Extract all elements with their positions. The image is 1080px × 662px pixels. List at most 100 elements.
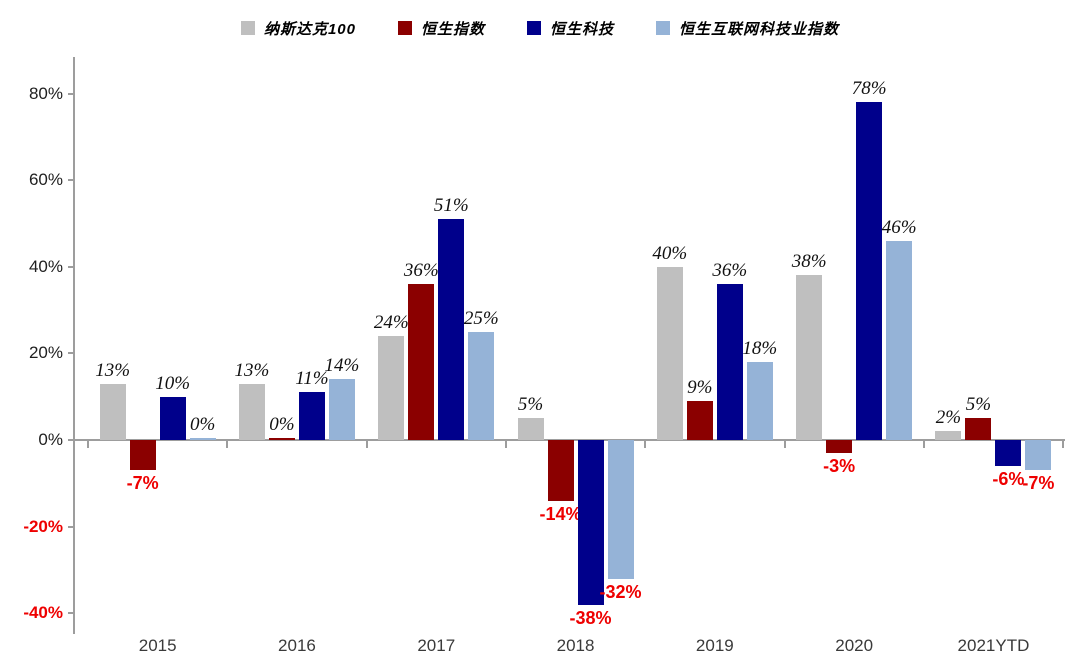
x-category-label: 2018: [556, 636, 595, 655]
bar: [99, 383, 126, 440]
legend-label: 恒生互联网科技业指数: [679, 20, 840, 38]
bar-label: 18%: [742, 338, 778, 360]
bar: [607, 440, 634, 579]
y-axis-tick: [68, 439, 75, 441]
bar: [796, 275, 823, 440]
bar: [935, 431, 962, 440]
y-axis-tick: [68, 92, 75, 95]
legend-item: 纳斯达克100: [240, 18, 356, 39]
bar-label: 78%: [851, 78, 887, 100]
bar-label: 9%: [687, 377, 713, 399]
bar: [189, 438, 216, 440]
bar-label: 14%: [324, 355, 360, 377]
bar-label: 13%: [95, 359, 131, 381]
bar-label: 11%: [295, 368, 329, 390]
legend-label: 纳斯达克100: [263, 20, 356, 38]
x-category-label: 2015: [138, 636, 177, 655]
bar: [468, 331, 495, 440]
bar-label: 51%: [433, 195, 469, 217]
bar: [826, 440, 853, 453]
y-tick-label: 80%: [28, 83, 63, 103]
bar-label: 2%: [935, 407, 962, 429]
x-axis-tick: [504, 441, 507, 448]
bar-label: 0%: [269, 414, 295, 435]
y-tick-label: 60%: [28, 170, 63, 190]
x-category-label: 2021YTD: [957, 636, 1030, 655]
bar: [328, 379, 355, 440]
bar: [408, 284, 435, 440]
bar-label: 46%: [881, 216, 917, 238]
bar-label: 38%: [791, 251, 827, 273]
y-axis-tick: [68, 352, 75, 355]
bar-label: 40%: [652, 242, 688, 264]
y-tick-label: 0%: [38, 430, 63, 449]
y-axis: [73, 57, 75, 634]
bar: [159, 396, 186, 440]
x-axis-tick: [226, 441, 229, 448]
bar: [577, 440, 604, 605]
y-axis-tick: [68, 525, 75, 528]
x-category-label: 2020: [835, 636, 874, 655]
bar: [1025, 440, 1052, 471]
bar: [716, 284, 743, 440]
x-axis-tick: [1062, 441, 1065, 448]
bar-label: -3%: [823, 455, 856, 476]
y-tick-label: -20%: [23, 516, 63, 536]
legend-label: 恒生科技: [550, 20, 615, 38]
bar-label: 5%: [965, 394, 992, 416]
bar-label: 36%: [403, 260, 439, 282]
bar: [378, 336, 405, 440]
legend-item: 恒生互联网科技业指数: [656, 18, 839, 39]
bar: [517, 418, 544, 440]
x-category-label: 2016: [278, 636, 316, 655]
y-tick-label: 20%: [28, 343, 63, 363]
bar-label: 25%: [463, 307, 499, 329]
legend-swatch-icon: [397, 21, 412, 35]
y-tick-label: 40%: [28, 256, 63, 276]
bar: [686, 401, 713, 440]
bar: [438, 219, 465, 440]
legend-swatch-icon: [240, 21, 255, 35]
bar-label: 13%: [234, 359, 270, 381]
bar: [129, 440, 156, 471]
bar: [886, 240, 913, 440]
bar-label: -6%: [992, 468, 1025, 489]
bar-label: 5%: [517, 394, 544, 416]
bar: [856, 102, 883, 440]
legend-label: 恒生指数: [420, 20, 485, 38]
x-category-label: 2017: [417, 636, 456, 655]
bar: [995, 440, 1022, 466]
bar-label: -32%: [599, 581, 642, 602]
y-axis-tick: [68, 612, 75, 615]
x-axis-tick: [922, 441, 925, 448]
bar: [298, 392, 325, 440]
bar-label: 36%: [712, 260, 748, 282]
legend: 纳斯达克100 恒生指数 恒生科技 恒生互联网科技业指数: [0, 12, 1080, 44]
bar: [965, 418, 992, 440]
bar: [656, 266, 683, 440]
legend-item: 恒生指数: [397, 18, 485, 39]
bar-label: -38%: [569, 607, 612, 628]
legend-swatch-icon: [656, 21, 671, 35]
bar: [238, 383, 265, 440]
x-category-label: 2019: [695, 636, 734, 655]
bar-label: 24%: [373, 312, 409, 334]
y-axis-tick: [68, 179, 75, 182]
bar-label: -14%: [539, 503, 582, 524]
x-axis-tick: [783, 441, 786, 448]
bar-label: -7%: [126, 473, 159, 494]
x-axis-tick: [644, 441, 647, 448]
bar: [547, 440, 574, 501]
y-tick-label: -40%: [23, 603, 63, 623]
bar-label: 10%: [155, 372, 191, 394]
bar: [268, 438, 295, 440]
bar-label: -7%: [1022, 473, 1055, 494]
x-axis-tick: [87, 441, 89, 448]
bar-label: 0%: [189, 414, 216, 435]
legend-item: 恒生科技: [527, 18, 614, 39]
bar: [746, 362, 773, 440]
x-axis-tick: [365, 441, 368, 448]
legend-swatch-icon: [527, 21, 541, 35]
y-axis-tick: [68, 265, 75, 268]
